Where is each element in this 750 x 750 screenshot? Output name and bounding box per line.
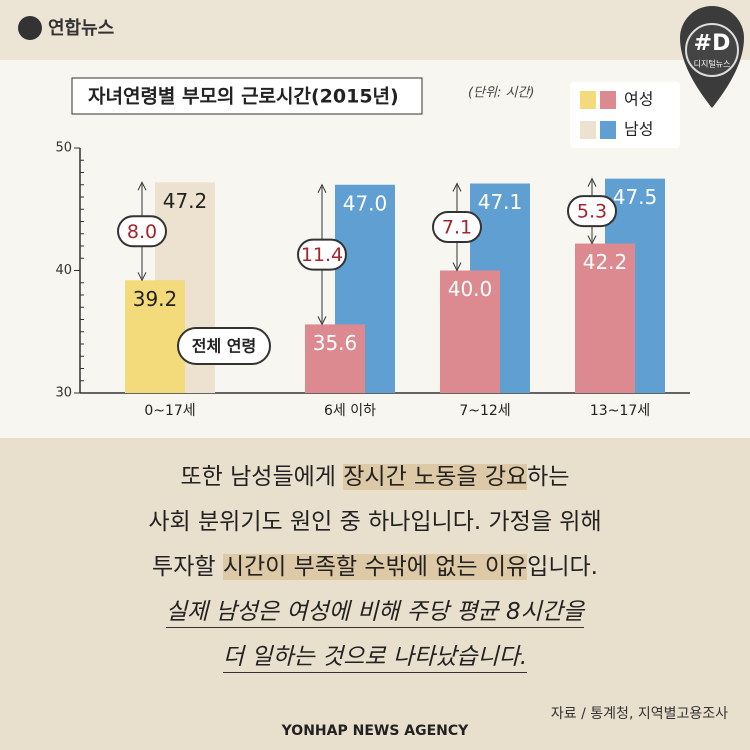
chart: 연합뉴스 #D 디지털뉴스 자녀연령별 부모의 근로시간(2015년) (단위:… <box>0 0 750 438</box>
text-line: 투자할 시간이 부족할 수밖에 없는 이유입니다. <box>0 545 750 590</box>
chart-title: 자녀연령별 부모의 근로시간(2015년) <box>88 86 399 108</box>
legend-label: 남성 <box>624 120 653 139</box>
logo-icon <box>18 16 42 40</box>
title-box <box>71 77 423 115</box>
text-segment: 하는 <box>527 464 570 490</box>
y-tick-label: 50 <box>55 141 72 156</box>
badge-sub: 디지털뉴스 <box>694 59 731 69</box>
legend-swatch <box>580 121 596 139</box>
text-segment: 장시간 노동을 강요 <box>343 464 528 490</box>
text-segment: 입니다. <box>527 554 598 580</box>
bar <box>305 324 365 393</box>
annotation-box <box>177 327 271 365</box>
source: 자료 / 통계청, 지역별고용조사 <box>550 706 728 722</box>
emphasis-line: 더 일하는 것으로 나타났습니다. <box>0 635 750 680</box>
legend-swatch <box>580 91 596 109</box>
logo: 연합뉴스 <box>48 17 114 39</box>
x-tick-label: 7~12세 <box>459 403 510 419</box>
difference-pill <box>567 195 617 228</box>
difference-label: 8.0 <box>127 221 157 243</box>
legend-label: 여성 <box>624 90 653 109</box>
header-band <box>0 0 750 60</box>
value-label: 40.0 <box>448 277 493 301</box>
legend-swatch <box>600 121 616 139</box>
bar <box>440 270 500 393</box>
arrow-head <box>587 177 597 245</box>
x-tick-label: 0~17세 <box>144 403 195 419</box>
text-line: 사회 분위기도 원인 중 하나입니다. 가정을 위해 <box>0 500 750 545</box>
difference-label: 11.4 <box>301 244 343 266</box>
value-label: 42.2 <box>583 250 628 274</box>
y-tick-label: 40 <box>55 263 72 278</box>
difference-pill <box>432 211 482 244</box>
text-segment: 또한 남성들에게 <box>180 464 344 490</box>
difference-pill <box>117 215 167 248</box>
arrow-head <box>452 182 462 272</box>
text-segment: 사회 분위기도 원인 중 하나입니다. 가정을 위해 <box>148 509 602 535</box>
bar <box>125 280 185 393</box>
arrow-head <box>317 183 327 326</box>
badge-text: #D <box>694 31 731 56</box>
y-tick-label: 30 <box>55 386 72 401</box>
annotation: 전체 연령 <box>192 337 256 356</box>
difference-label: 5.3 <box>577 201 607 223</box>
emphasis-text: 실제 남성은 여성에 비해 주당 평균 8시간을 <box>165 599 585 628</box>
difference-pill <box>297 238 347 271</box>
bar <box>575 243 635 393</box>
value-label: 39.2 <box>133 287 178 311</box>
x-tick-label: 6세 이하 <box>324 403 376 419</box>
value-label: 47.5 <box>613 185 658 209</box>
legend-box <box>570 82 680 148</box>
legend-swatch <box>600 91 616 109</box>
value-label: 47.1 <box>478 190 523 214</box>
text-segment: 투자할 <box>152 554 223 580</box>
footer: YONHAP NEWS AGENCY <box>281 723 469 739</box>
arrow-head <box>137 181 147 282</box>
badge-ring <box>685 23 739 77</box>
difference-label: 7.1 <box>442 217 472 239</box>
text-line: 또한 남성들에게 장시간 노동을 강요하는 <box>0 455 750 500</box>
emphasis-text: 더 일하는 것으로 나타났습니다. <box>222 644 528 673</box>
text-segment: 시간이 부족할 수밖에 없는 이유 <box>222 554 528 580</box>
emphasis-line: 실제 남성은 여성에 비해 주당 평균 8시간을 <box>0 590 750 635</box>
value-label: 35.6 <box>313 331 358 355</box>
value-label: 47.2 <box>163 189 208 213</box>
value-label: 47.0 <box>343 191 388 215</box>
x-tick-label: 13~17세 <box>590 403 650 419</box>
unit: (단위: 시간) <box>468 86 535 101</box>
